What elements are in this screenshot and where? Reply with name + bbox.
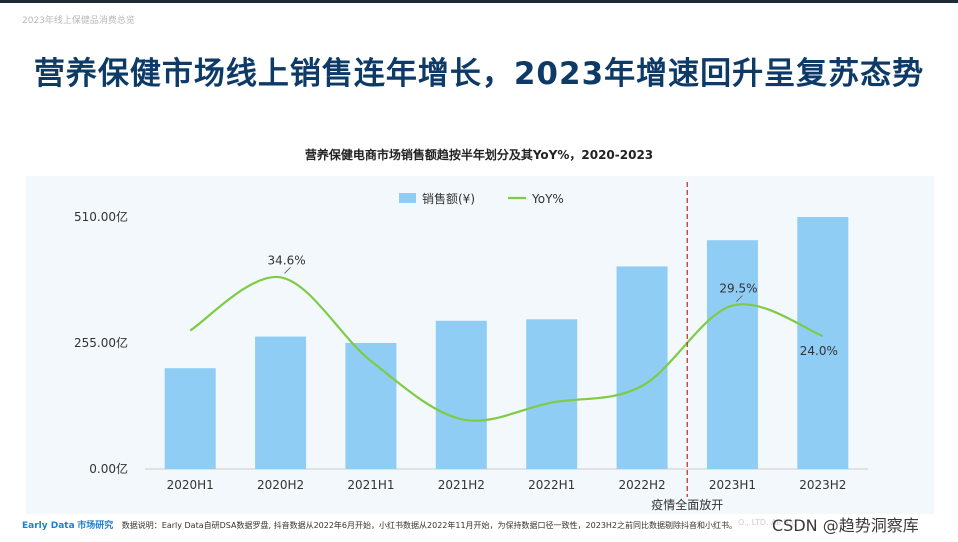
x-tick-label: 2020H2: [257, 478, 304, 492]
bar-2023H2: [797, 217, 849, 469]
x-tick-label: 2021H2: [438, 478, 485, 492]
legend-swatch-sales: [399, 193, 416, 203]
x-tick-label: 2023H1: [709, 478, 756, 492]
x-tick-label: 2020H1: [167, 478, 214, 492]
legend-label-sales: 销售额(¥): [422, 191, 475, 206]
bar-2021H2: [435, 320, 487, 469]
bar-2022H1: [526, 319, 578, 469]
csdn-watermark: CSDN @趋势洞察库: [772, 516, 919, 535]
x-tick-label: 2022H1: [528, 478, 575, 492]
page-title: 营养保健市场线上销售连年增长，2023年增速回升呈复苏态势: [33, 56, 925, 92]
bar-2022H2: [616, 266, 668, 469]
footer-note-row: Early Data 市场研究 数据说明：Early Data自研DSA数据罗盘…: [22, 518, 762, 531]
x-tick-label: 2022H2: [618, 478, 665, 492]
copyright-text: O., LTD. All Rig: [738, 518, 797, 527]
top-accent-bar: [0, 0, 958, 3]
x-tick-label: 2021H1: [347, 478, 394, 492]
y-tick-label: 0.00亿: [89, 461, 128, 476]
y-tick-label: 510.00亿: [74, 209, 128, 224]
yoy-line: [189, 276, 824, 422]
bar-2023H1: [706, 240, 758, 469]
chart-title: 营养保健电商市场销售额趋按半年划分及其YoY%，2020-2023: [304, 148, 654, 162]
bar-2020H2: [255, 336, 307, 469]
yoy-data-label: 29.5%: [719, 282, 757, 296]
data-note: 数据说明：Early Data自研DSA数据罗盘, 抖音数据从2022年6月开始…: [121, 521, 738, 530]
pandemic-reopen-label: 疫情全面放开: [651, 497, 723, 512]
brand-name-cn: 市场研究: [77, 521, 114, 531]
yoy-label-leader: [736, 295, 743, 302]
brand-name-en: Early Data: [22, 521, 75, 531]
legend-label-yoy: YoY%: [531, 192, 564, 206]
yoy-data-label: 34.6%: [268, 253, 306, 267]
breadcrumb: 2023年线上保健品消费总览: [22, 16, 135, 26]
bar-2020H1: [164, 368, 216, 469]
yoy-data-label: 24.0%: [800, 344, 838, 358]
x-tick-label: 2023H2: [799, 478, 846, 492]
y-tick-label: 255.00亿: [74, 335, 128, 350]
bar-2021H1: [345, 343, 397, 469]
yoy-label-leader: [284, 266, 291, 274]
